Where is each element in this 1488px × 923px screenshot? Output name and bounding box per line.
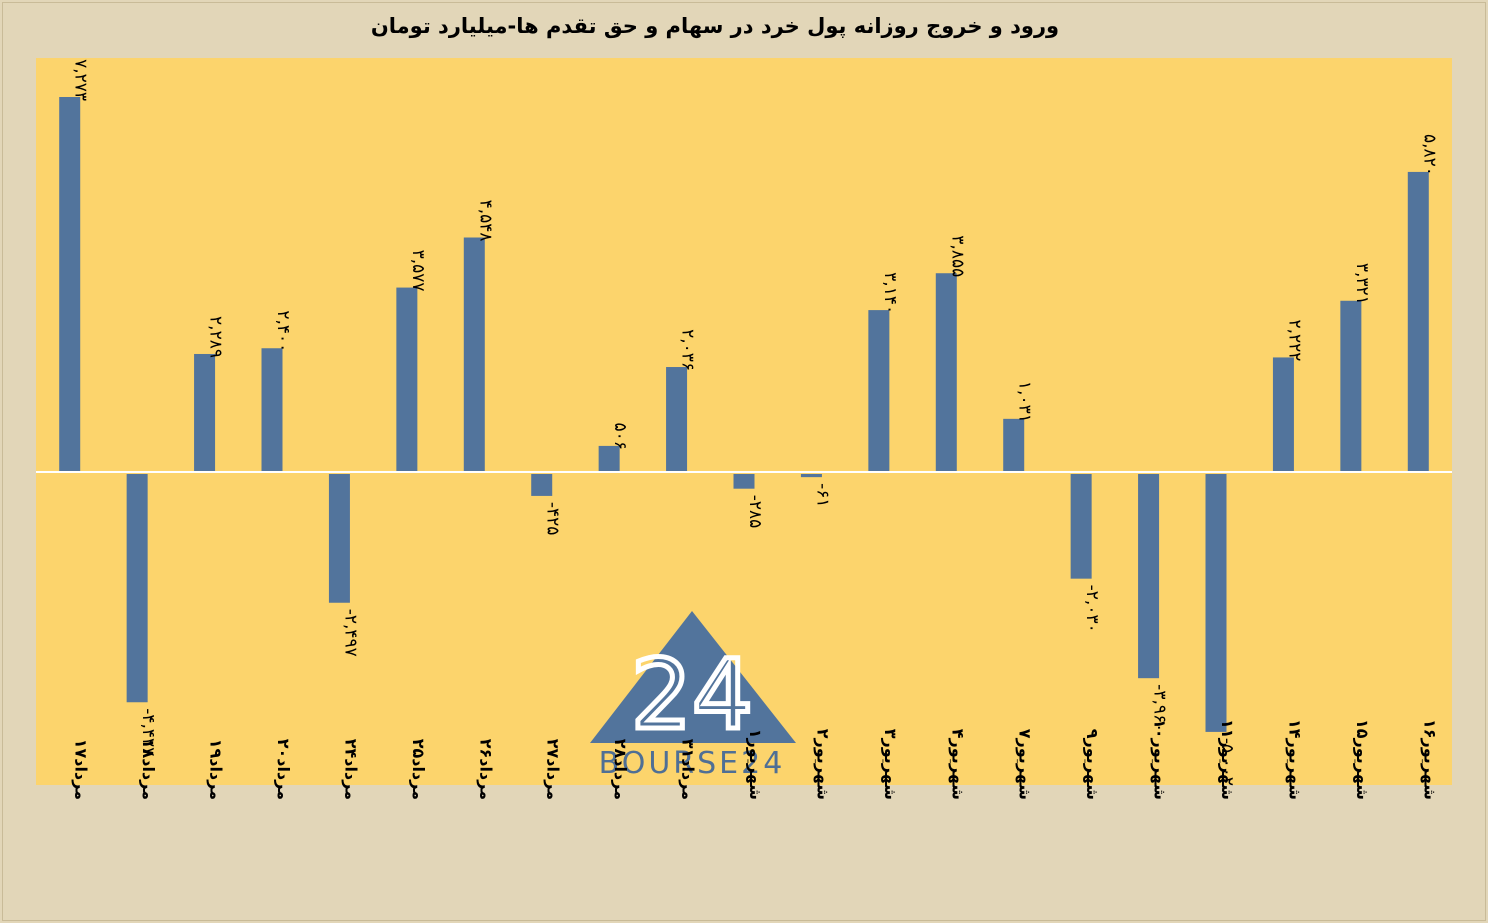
category-label-10: ۳۱مرداد — [679, 739, 698, 800]
value-label-7: ۴,۵۴۸ — [475, 200, 495, 242]
value-label-16: -۲,۰۳۰ — [1082, 585, 1102, 633]
bourse24-logo: 24 BOURSE24 — [590, 611, 796, 781]
value-label-14: ۳,۸۵۵ — [947, 235, 967, 277]
value-label-10: ۲,۰۳۶ — [678, 329, 698, 371]
category-label-4: ۲۰مرداد — [274, 739, 293, 800]
value-label-12: -۶۱ — [812, 483, 832, 507]
value-label-11: -۲۸۵ — [745, 495, 765, 529]
category-label-16: ۹شهریور — [1083, 729, 1102, 800]
logo-triangle — [590, 611, 796, 743]
logo-number: 24 — [631, 639, 753, 751]
bar-13 — [868, 310, 890, 472]
bar-17 — [1138, 474, 1160, 679]
bars-layer — [59, 97, 1429, 732]
bar-3 — [194, 353, 216, 472]
bar-1 — [59, 97, 81, 472]
value-label-5: -۲,۴۹۷ — [340, 609, 360, 657]
value-label-13: ۳,۱۴۰ — [880, 272, 900, 314]
category-label-5: ۲۴مرداد — [341, 739, 360, 800]
bar-9 — [598, 445, 620, 472]
bar-19 — [1272, 357, 1294, 472]
logo-wordmark: BOURSE24 — [599, 746, 786, 781]
bar-5 — [328, 474, 350, 603]
value-label-4: ۲,۴۰۰ — [273, 310, 293, 352]
value-label-1: ۷,۲۷۳ — [71, 59, 91, 101]
category-label-18: ۱۱شهریور — [1218, 719, 1237, 800]
category-label-2: ۱۸مرداد — [139, 739, 158, 800]
bar-6 — [396, 287, 418, 472]
category-label-12: ۲شهریور — [813, 729, 832, 800]
value-label-3: ۲,۲۸۹ — [206, 316, 226, 358]
bar-7 — [463, 237, 485, 472]
value-labels-layer: ۷,۲۷۳ -۴,۴۲۷ ۲,۲۸۹ ۲,۴۰۰ -۲,۴۹۷ ۳,۵۷۷ ۴,۵۴۸ -۴۲… — [71, 59, 1440, 786]
category-label-11: ۱شهریور — [746, 729, 765, 800]
bar-8 — [531, 474, 553, 496]
category-label-7: ۲۶مرداد — [476, 739, 495, 800]
category-label-9: ۲۸مرداد — [611, 739, 630, 800]
value-label-18: -۵,۰۰۲ — [1217, 738, 1237, 786]
category-labels-layer: ۱۷مرداد ۱۸مرداد ۱۹مرداد ۲۰مرداد ۲۴مرداد ۲۵مرد… — [72, 719, 1440, 800]
bar-15 — [1003, 418, 1025, 472]
value-label-9: ۵۰۶ — [610, 423, 630, 450]
value-label-8: -۴۲۵ — [543, 502, 563, 536]
bar-12 — [800, 474, 822, 478]
value-label-20: ۳,۳۲۱ — [1352, 263, 1372, 305]
bar-4 — [261, 348, 283, 472]
value-label-19: ۲,۲۲۲ — [1284, 319, 1304, 361]
category-label-6: ۲۵مرداد — [409, 739, 428, 800]
bar-20 — [1340, 300, 1362, 472]
bar-2 — [126, 474, 148, 703]
category-label-8: ۲۷مرداد — [544, 739, 563, 800]
category-label-1: ۱۷مرداد — [72, 739, 91, 800]
category-label-19: ۱۴شهریور — [1285, 719, 1304, 800]
bar-18 — [1205, 474, 1227, 732]
chart-title: ورود و خروج روزانه پول خرد در سهام و حق … — [370, 14, 1060, 38]
value-label-15: ۱,۰۳۱ — [1015, 381, 1035, 423]
category-label-3: ۱۹مرداد — [207, 739, 226, 800]
value-label-17: -۳,۹۶۰ — [1150, 684, 1170, 732]
category-label-17: ۱۰شهریور — [1151, 719, 1170, 800]
bar-21 — [1407, 171, 1429, 473]
category-label-21: ۱۶شهریور — [1420, 719, 1439, 800]
bar-16 — [1070, 474, 1092, 579]
value-label-6: ۳,۵۷۷ — [408, 250, 428, 292]
category-label-15: ۷شهریور — [1016, 729, 1035, 800]
value-label-2: -۴,۴۲۷ — [138, 708, 158, 756]
value-label-21: ۵,۸۲۰ — [1419, 134, 1439, 176]
category-label-14: ۴شهریور — [948, 729, 967, 800]
category-label-13: ۳شهریور — [881, 729, 900, 800]
bar-10 — [666, 367, 688, 472]
bar-11 — [733, 474, 755, 489]
bar-14 — [935, 273, 957, 472]
category-label-20: ۱۵شهریور — [1353, 719, 1372, 800]
